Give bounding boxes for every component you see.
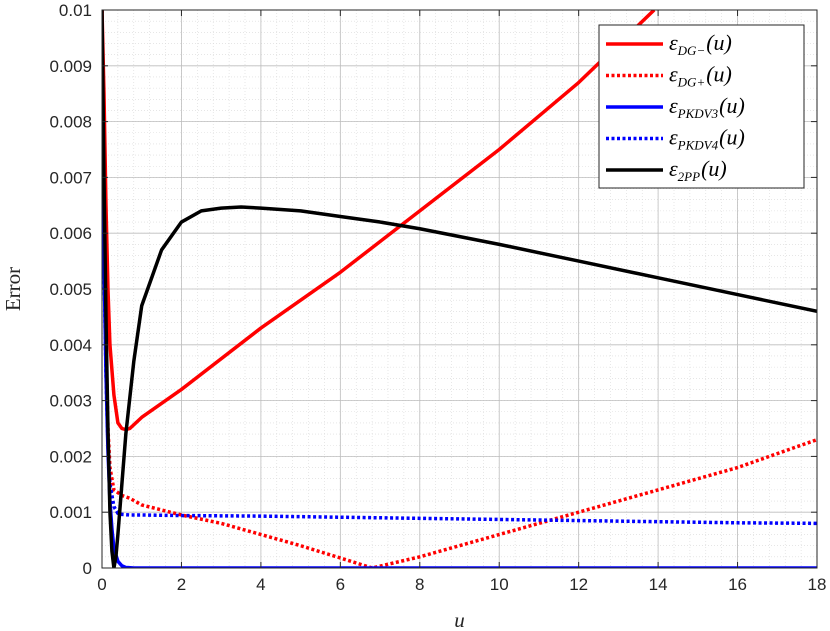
y-tick-label: 0.005 (49, 280, 92, 299)
x-tick-label: 16 (728, 575, 747, 594)
series-line-4 (102, 132, 817, 526)
legend-entry-label: ε2PP(u) (669, 156, 727, 184)
legend-entry-label: εPKDV3(u) (669, 93, 745, 121)
x-axis-label: u (454, 608, 465, 631)
legend-entry-label: εPKDV4(u) (669, 125, 745, 153)
x-tick-label: 0 (97, 575, 106, 594)
x-tick-label: 12 (569, 575, 588, 594)
series-line-3 (102, 132, 817, 568)
y-tick-label: 0.006 (49, 224, 92, 243)
y-tick-label: 0.004 (49, 336, 92, 355)
series-line-5 (102, 10, 817, 568)
x-tick-label: 2 (177, 575, 186, 594)
legend-entry-label: εDG−(u) (669, 30, 732, 58)
x-tick-label: 8 (415, 575, 424, 594)
y-tick-label: 0.009 (49, 57, 92, 76)
y-tick-label: 0.002 (49, 447, 92, 466)
legend-entry-label: εDG+(u) (669, 62, 732, 90)
y-tick-label: 0 (83, 559, 92, 578)
y-tick-label: 0.001 (49, 503, 92, 522)
x-tick-label: 6 (336, 575, 345, 594)
tick-labels: 0 2 4 6 8 10 12 14 16 18 0 0.001 0.002 0.003 0.004 0.00… (49, 1, 826, 594)
y-tick-label: 0.003 (49, 392, 92, 411)
y-axis-label: Error (1, 267, 25, 311)
series-layer (102, 10, 817, 568)
axis-ticks (101, 9, 818, 569)
x-tick-label: 4 (256, 575, 265, 594)
x-tick-label: 10 (490, 575, 509, 594)
legend: εDG−(u) εDG+(u) εPKDV3(u) εPKDV4(u) ε2PP(u) (598, 24, 805, 189)
y-tick-label: 0.008 (49, 113, 92, 132)
y-tick-label: 0.01 (59, 1, 92, 20)
x-tick-label: 18 (808, 575, 827, 594)
x-tick-label: 14 (649, 575, 668, 594)
y-tick-label: 0.007 (49, 168, 92, 187)
